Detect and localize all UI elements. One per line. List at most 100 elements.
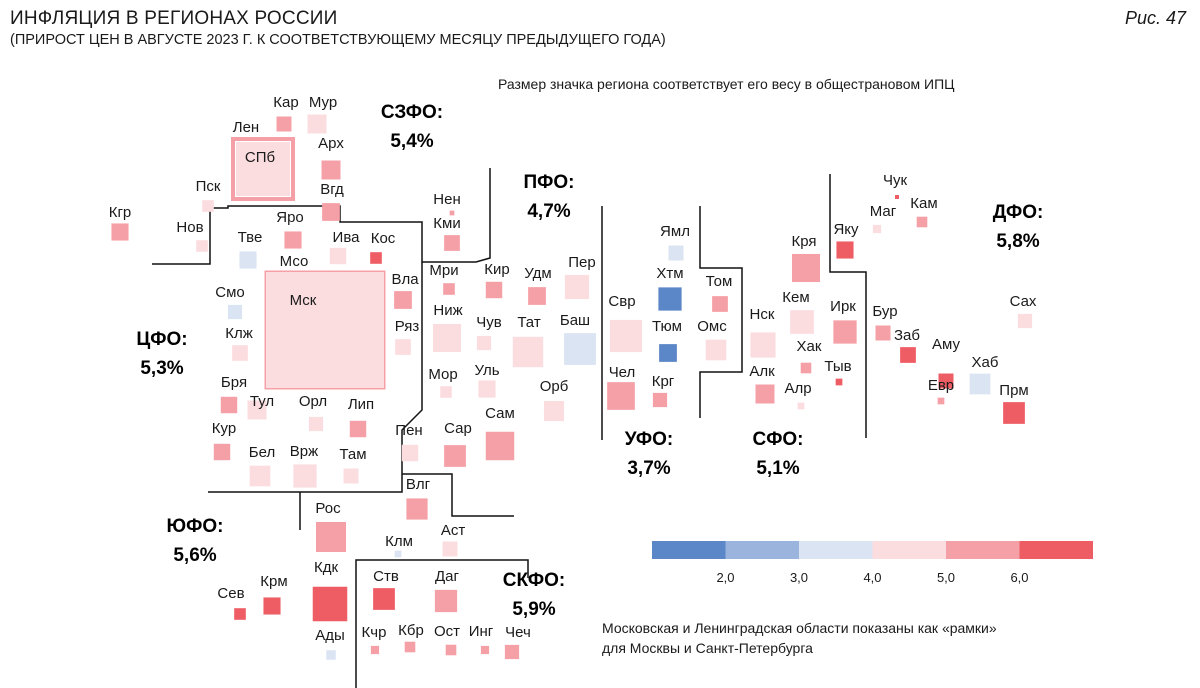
tile-Ряз [395, 339, 411, 355]
district-borders [152, 168, 867, 688]
tile-Орб [543, 400, 565, 422]
tile-Мск [266, 272, 384, 388]
tile-Омс [705, 339, 727, 361]
label-Кря: Кря [791, 233, 816, 250]
label-Бря: Бря [221, 374, 247, 391]
label-Кам: Кам [910, 195, 937, 212]
label-Чел: Чел [609, 364, 636, 381]
label-Кур: Кур [212, 420, 236, 437]
border-pfo-yufo [402, 473, 514, 517]
tile-Пск [202, 200, 214, 212]
tile-Том [712, 296, 728, 312]
tile-Вла [394, 291, 412, 309]
label-Орб: Орб [540, 378, 569, 395]
label-Пен: Пен [395, 422, 422, 439]
border-cfo-pfo [208, 262, 423, 493]
label-Сев: Сев [217, 585, 244, 602]
tile-Инг [480, 645, 490, 655]
tile-Пер [564, 274, 590, 300]
legend-tick-4: 6,0 [1010, 570, 1028, 585]
label-Тыв: Тыв [824, 358, 851, 375]
district-value-4: 3,7% [627, 458, 670, 479]
tile-Ямл [668, 245, 684, 261]
label-Нов: Нов [176, 219, 203, 236]
legend-swatch-6 [1019, 541, 1093, 559]
label-Ады: Ады [315, 627, 345, 644]
tile-Кос [370, 252, 382, 264]
label-Алк: Алк [749, 363, 775, 380]
tile-Алк [755, 384, 775, 404]
label-Орл: Орл [299, 393, 327, 410]
tile-Кря [791, 253, 821, 283]
tile-Ирк [833, 320, 857, 344]
tile-Кми [444, 235, 460, 251]
label-Кдк: Кдк [314, 559, 338, 576]
tile-Лип [349, 420, 367, 438]
label-Бел: Бел [249, 444, 275, 461]
label-Нск: Нск [750, 306, 775, 323]
label-Вла: Вла [391, 271, 419, 288]
district-value-3: 5,3% [140, 358, 183, 379]
label-Тве: Тве [238, 229, 263, 246]
label-Лип: Лип [348, 396, 374, 413]
legend-swatch-3 [799, 541, 873, 559]
label-Хаб: Хаб [972, 354, 999, 371]
tile-Хак [800, 362, 812, 374]
chart-subtitle: (ПРИРОСТ ЦЕН В АВГУСТЕ 2023 Г. К СООТВЕТ… [10, 32, 666, 48]
district-name-3: ЦФО: [136, 329, 187, 350]
label-Мур: Мур [309, 94, 337, 111]
tile-Кур [213, 443, 231, 461]
label-Мсо: Мсо [280, 253, 309, 270]
tile-Хтм [658, 287, 682, 311]
tile-Там [343, 468, 359, 484]
label-Ниж: Ниж [433, 302, 462, 319]
tile-Ств [373, 588, 395, 610]
legend-swatch-5 [946, 541, 1020, 559]
tile-Алр [797, 402, 805, 410]
tile-Бур [875, 325, 891, 341]
label-Тул: Тул [250, 393, 274, 410]
tile-Маг [872, 224, 882, 234]
tile-Аст [442, 541, 458, 557]
tile-Аму [938, 373, 954, 389]
tile-Бря [220, 396, 238, 414]
tile-Тыв [835, 378, 843, 386]
tile-Лен [231, 137, 295, 201]
tile-Ива [329, 247, 347, 265]
color-legend: 2,0 3,0 4,0 5,0 6,0 [652, 541, 1093, 585]
label-Том: Том [706, 273, 733, 290]
tile-Заб [900, 347, 916, 363]
label-Алр: Алр [784, 380, 811, 397]
tile-Вгд [322, 203, 340, 221]
tile-Тве [239, 251, 257, 269]
tile-Клм [394, 550, 402, 558]
label-Сах: Сах [1010, 293, 1037, 310]
label-Даг: Даг [435, 568, 460, 585]
label-Инг: Инг [469, 623, 494, 640]
tile-Ост [445, 644, 457, 656]
frames-note: Московская и Ленинградская области показ… [602, 618, 997, 658]
label-Вгд: Вгд [320, 181, 344, 198]
label-Мри: Мри [429, 262, 458, 279]
border-sfo-dfo [829, 174, 867, 438]
label-Кар: Кар [273, 94, 298, 111]
tile-Крм [263, 597, 281, 615]
tile-Влг [406, 498, 428, 520]
size-note: Размер значка региона соответствует его … [498, 76, 955, 92]
tile-Удм [528, 287, 546, 305]
district-name-2: ДФО: [993, 202, 1044, 223]
label-Ямл: Ямл [660, 223, 690, 240]
tile-Ады [326, 650, 336, 660]
label-Заб: Заб [894, 327, 920, 344]
label-Тат: Тат [517, 314, 541, 331]
border-yufo-skfo [355, 559, 529, 688]
label-Клм: Клм [385, 533, 413, 550]
label-Маг: Маг [870, 203, 897, 220]
label-Мор: Мор [428, 366, 457, 383]
region-tiles: Кар Мур Лен СПб Арх Вгд Пск Нов Кгр Нен Кми Тве Яро М… [109, 94, 1044, 660]
tile-Мри [443, 283, 455, 295]
tile-Евр [937, 397, 945, 405]
tile-Кем [790, 310, 814, 334]
label-Крг: Крг [652, 373, 675, 390]
